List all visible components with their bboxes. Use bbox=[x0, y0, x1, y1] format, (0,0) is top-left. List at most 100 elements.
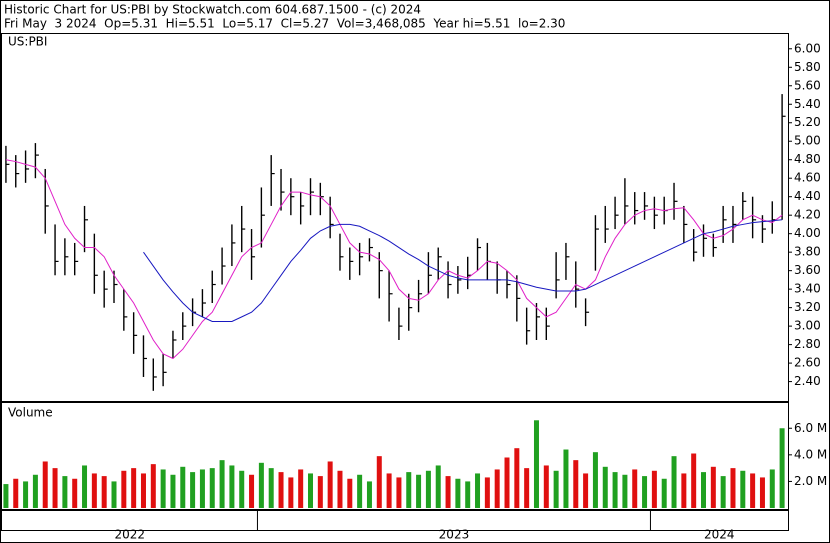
volume-bar bbox=[779, 428, 785, 508]
volume-bar bbox=[229, 465, 235, 508]
date-band bbox=[1, 510, 789, 531]
volume-bar bbox=[170, 474, 176, 508]
x-tick-label: 2023 bbox=[439, 528, 470, 542]
volume-bar bbox=[121, 470, 127, 508]
volume-bar bbox=[327, 461, 333, 508]
volume-bar bbox=[298, 469, 304, 508]
volume-bar bbox=[494, 469, 500, 508]
volume-bar bbox=[740, 470, 746, 508]
y-tick-label: 2.80 bbox=[794, 337, 821, 351]
volume-bar bbox=[386, 473, 392, 508]
volume-bar bbox=[514, 448, 520, 508]
volume-bar bbox=[632, 469, 638, 508]
volume-bar bbox=[435, 465, 441, 508]
symbol-label: US:PBI bbox=[8, 35, 47, 49]
volume-bar bbox=[249, 474, 255, 508]
volume-bar bbox=[101, 476, 107, 508]
y-tick-label: 4.0 M bbox=[794, 447, 827, 461]
volume-bar bbox=[622, 474, 628, 508]
volume-bar bbox=[759, 477, 765, 508]
volume-bar bbox=[504, 457, 510, 508]
y-tick-label: 3.60 bbox=[794, 263, 821, 277]
y-tick-label: 3.20 bbox=[794, 300, 821, 314]
y-tick-label: 6.00 bbox=[794, 41, 821, 55]
volume-bar bbox=[140, 473, 146, 508]
volume-bar bbox=[533, 420, 539, 508]
volume-bar bbox=[131, 468, 137, 508]
volume-bar bbox=[671, 456, 677, 508]
volume-bar bbox=[583, 473, 589, 508]
volume-bar bbox=[219, 460, 225, 508]
volume-bar bbox=[190, 472, 196, 508]
volume-bar bbox=[357, 474, 363, 508]
quote-line: Fri May 3 2024 Op=5.31 Hi=5.51 Lo=5.17 C… bbox=[4, 17, 565, 31]
volume-bar bbox=[455, 478, 461, 508]
volume-bar bbox=[366, 481, 372, 508]
y-tick-label: 5.40 bbox=[794, 97, 821, 111]
y-tick-label: 5.00 bbox=[794, 134, 821, 148]
volume-bar bbox=[13, 478, 19, 508]
volume-bar bbox=[543, 465, 549, 508]
volume-bar bbox=[258, 462, 264, 508]
volume-bar bbox=[32, 474, 38, 508]
volume-bar bbox=[3, 484, 9, 508]
volume-bar bbox=[150, 464, 156, 508]
y-tick-label: 3.40 bbox=[794, 282, 821, 296]
moving-average bbox=[5, 159, 783, 360]
y-tick-label: 3.80 bbox=[794, 245, 821, 259]
volume-bar bbox=[111, 481, 117, 508]
y-tick-label: 4.60 bbox=[794, 171, 821, 185]
volume-bar bbox=[180, 466, 186, 508]
volume-bar bbox=[337, 470, 343, 508]
volume-bar bbox=[553, 470, 559, 508]
volume-bar bbox=[592, 452, 598, 508]
y-tick-label: 5.20 bbox=[794, 115, 821, 129]
volume-bar bbox=[425, 470, 431, 508]
volume-bar bbox=[72, 478, 78, 508]
volume-bar bbox=[416, 474, 422, 508]
volume-bar bbox=[406, 472, 412, 508]
volume-bar bbox=[465, 481, 471, 508]
volume-bar bbox=[52, 468, 58, 508]
volume-bar bbox=[23, 481, 29, 508]
volume-bar bbox=[160, 469, 166, 508]
volume-bar bbox=[82, 465, 88, 508]
volume-bar bbox=[484, 477, 490, 508]
volume-bar bbox=[661, 478, 667, 508]
volume-bar bbox=[730, 468, 736, 508]
volume-bar bbox=[563, 449, 569, 508]
y-tick-label: 6.0 M bbox=[794, 421, 827, 435]
y-tick-label: 2.0 M bbox=[794, 474, 827, 488]
volume-bar bbox=[209, 468, 215, 508]
y-tick-label: 4.80 bbox=[794, 152, 821, 166]
chart-title: Historic Chart for US:PBI by Stockwatch.… bbox=[4, 3, 421, 17]
volume-bar bbox=[691, 453, 697, 508]
volume-bar bbox=[268, 468, 274, 508]
volume-bar bbox=[308, 473, 314, 508]
volume-bar bbox=[91, 473, 97, 508]
volume-bar bbox=[278, 472, 284, 508]
volume-bar bbox=[396, 477, 402, 508]
y-tick-label: 5.80 bbox=[794, 60, 821, 74]
volume-bar bbox=[750, 473, 756, 508]
y-tick-label: 2.60 bbox=[794, 356, 821, 370]
volume-bar bbox=[720, 476, 726, 508]
x-tick-label: 2022 bbox=[114, 528, 145, 542]
volume-label: Volume bbox=[8, 406, 53, 420]
volume-bar bbox=[681, 473, 687, 508]
volume-panel bbox=[1, 402, 789, 510]
volume-bar bbox=[710, 466, 716, 508]
volume-bar bbox=[42, 461, 48, 508]
y-tick-label: 4.20 bbox=[794, 208, 821, 222]
volume-bar bbox=[642, 476, 648, 508]
volume-bar bbox=[62, 476, 68, 508]
volume-bar bbox=[288, 477, 294, 508]
y-tick-label: 3.00 bbox=[794, 319, 821, 333]
volume-bar bbox=[239, 470, 245, 508]
volume-bar bbox=[347, 478, 353, 508]
moving-average bbox=[143, 219, 783, 322]
y-tick-label: 4.40 bbox=[794, 189, 821, 203]
volume-bar bbox=[651, 470, 657, 508]
volume-bar bbox=[199, 469, 205, 508]
